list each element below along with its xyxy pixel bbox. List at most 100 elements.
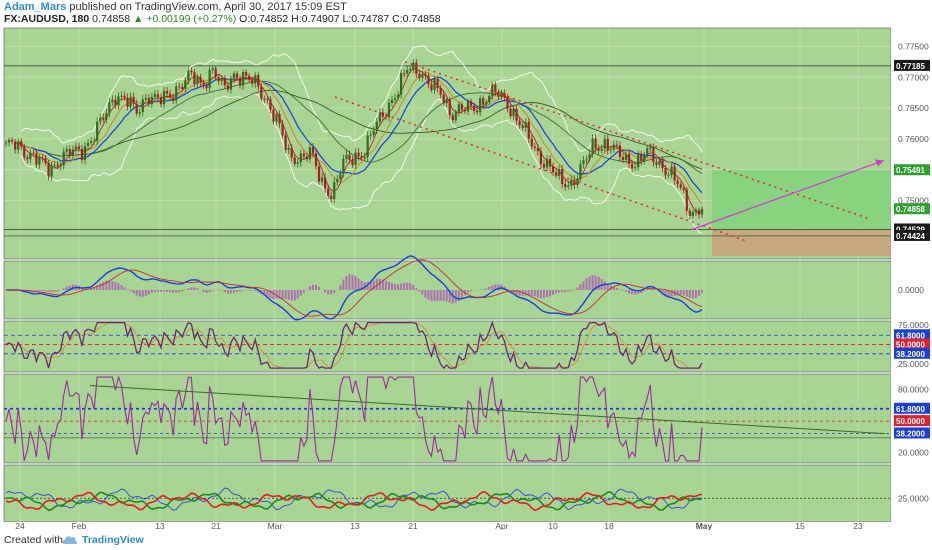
published-text: published on TradingView.com, April 30, … [69,1,347,13]
candle-body [117,96,120,106]
stop-zone [712,229,891,256]
created-with-text: Created with [4,534,63,546]
candle-body [664,168,667,176]
rsi-level-label: 61.8000 [896,331,925,340]
candle-body [105,113,108,120]
candle-body [68,149,71,156]
candle-body [56,164,59,167]
candle-body [558,169,561,176]
candle-body [26,157,29,160]
axis-1-background [891,261,932,319]
time-axis-background [0,522,932,530]
candle-body [281,123,284,136]
candle-body [445,99,448,104]
candle-body [245,72,248,76]
candle-body [108,102,111,114]
candle-body [670,166,673,176]
candle-body [585,159,588,161]
bollinger-lower-line [20,93,703,234]
candle-body [488,95,491,103]
candle-body [463,109,467,112]
candle-body [293,157,296,164]
time-tick-label: 18 [604,521,614,530]
candle-body [366,135,369,157]
ma-long-line [30,89,703,170]
publish-line: Adam_Mars published on TradingView.com, … [4,1,347,13]
dmi-adx-line [5,487,703,511]
time-tick-label: 10 [548,521,558,530]
candle-body [570,179,573,186]
panel-3-background [3,373,892,464]
candle-body [47,163,50,177]
candle-body [102,117,105,120]
candle-body [676,180,679,185]
candle-body [591,138,594,155]
candle-body [521,125,524,128]
candle-body [390,99,394,103]
dmi-minus-line [5,490,703,512]
candle-body [360,156,363,158]
candle-body [308,147,312,160]
candle-body [284,135,287,150]
candle-body [482,98,485,105]
footer: Created with TradingView [0,530,932,550]
macd-line [6,255,703,321]
candle-body [533,146,536,149]
candle-body [624,153,628,161]
candle-body [400,73,403,95]
series-lines [4,45,891,512]
rsi-level-box [894,329,930,341]
candle-body [649,147,652,149]
candle-body [317,166,321,182]
candle-body [269,99,272,110]
candle-body [23,146,26,158]
candle-body [682,187,685,190]
trade-zones [4,65,891,256]
candle-body [424,74,427,76]
candle-body [697,209,701,215]
candle-body [472,105,476,111]
candle-body [208,69,211,89]
candle-body [187,70,190,81]
stoch-level-box [894,402,930,414]
candle-body [491,84,494,96]
candle-body [135,103,138,114]
symbol-label[interactable]: FX:AUDUSD, 180 [4,13,90,25]
candle-body [266,98,269,100]
candle-body [475,110,479,113]
rsi-tick-label: 25.0000 [898,359,929,369]
candle-body [351,159,354,166]
price-chart[interactable]: 0.775000.770000.765000.760000.755000.750… [0,26,932,530]
price-tick-label: 0.76500 [898,103,929,113]
candle-body [90,141,93,143]
price-label-text: 0.75491 [896,166,925,175]
candle-body [582,160,585,165]
price-change: +0.00199 (+0.27%) [146,13,237,25]
candle-body [190,70,193,73]
candle-body [688,210,691,216]
candle-body [381,112,384,117]
time-tick-label: Apr [495,521,508,530]
stoch-level-box [894,427,930,439]
time-tick-label: Feb [72,521,87,530]
panel-2-background [3,320,892,373]
stoch-level-box [894,415,930,427]
candle-body [579,164,582,179]
time-tick-label: 24 [15,521,25,530]
candle-body [229,78,233,90]
candle-body [524,122,527,128]
candle-body [257,75,260,87]
candle-body [643,155,646,161]
time-tick-label: 13 [155,521,165,530]
candle-body [564,184,567,188]
candle-body [634,167,637,169]
candle-body [287,147,290,150]
candle-body [290,147,293,158]
candle-body [220,78,223,82]
price-tick-label: 0.75000 [898,195,929,205]
candle-body [211,68,214,70]
candle-body [567,185,570,188]
tradingview-brand[interactable]: TradingView [82,534,144,546]
candle-body [235,73,239,78]
author-name[interactable]: Adam_Mars [4,1,67,13]
